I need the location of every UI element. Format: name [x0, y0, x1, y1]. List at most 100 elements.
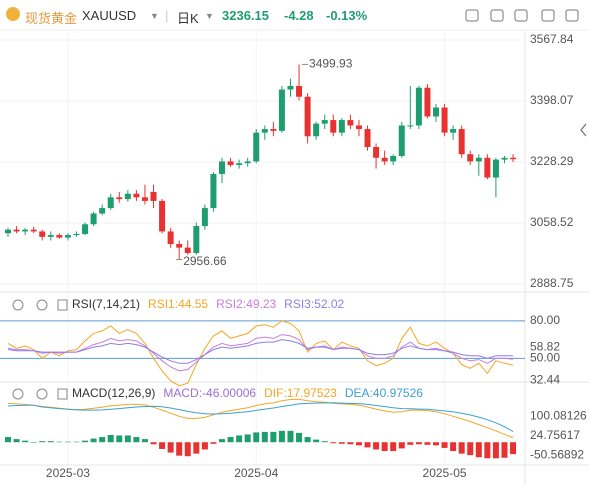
candle-body — [219, 161, 225, 174]
legend-name: RSI3 — [284, 297, 311, 311]
macd-bar — [124, 435, 131, 443]
candle-body — [261, 129, 268, 133]
toolbar-icon[interactable] — [541, 9, 555, 22]
y-tick-label: 3398.07 — [530, 93, 574, 107]
macd-bar — [296, 432, 303, 443]
macd-bar — [82, 440, 89, 443]
dropdown-arrow[interactable]: ▼ — [205, 11, 214, 21]
rsi-line — [7, 339, 513, 364]
checkbox-icon[interactable] — [57, 299, 68, 311]
macd-bar — [141, 439, 148, 443]
legend-value: -46.00006 — [202, 386, 256, 400]
eye-icon[interactable] — [12, 388, 24, 400]
checkbox-icon[interactable] — [57, 388, 68, 400]
candle-body — [296, 85, 303, 97]
candle-body — [355, 125, 362, 130]
gold-icon — [6, 7, 20, 21]
candle-body — [441, 107, 448, 133]
candle-body — [64, 235, 71, 238]
toolbar-icon[interactable] — [514, 9, 528, 22]
y-tick-label: 2888.75 — [530, 276, 574, 290]
macd-bar — [424, 442, 431, 445]
instrument-name[interactable]: 现货黄金 — [25, 11, 78, 26]
macd-bar — [22, 440, 29, 443]
level-label: 80.00 — [530, 313, 560, 327]
toolbar-icon[interactable] — [490, 9, 504, 22]
candle-body — [415, 87, 422, 126]
candle-body — [278, 89, 285, 131]
macd-bar — [433, 442, 439, 446]
legend-name: MACD — [163, 386, 199, 400]
macd-bar — [261, 431, 268, 443]
macd-bar — [287, 430, 294, 443]
period[interactable]: 日K — [177, 11, 199, 26]
x-tick-label: 2025-03 — [46, 466, 90, 480]
candle-body — [167, 231, 174, 245]
header: 现货黄金 XAUUSD ▼ | 日K ▼ 3236.15 -4.28 -0.13… — [0, 0, 589, 30]
candle-body — [475, 157, 482, 162]
y-tick-label: 32.44 — [530, 372, 560, 386]
macd-bar — [475, 442, 482, 458]
macd-bar — [107, 434, 114, 443]
macd-bar — [304, 437, 311, 443]
candle-body — [381, 157, 388, 162]
candle-body — [116, 197, 123, 200]
candle-body — [467, 154, 474, 162]
candle-body — [304, 96, 311, 137]
eye-icon[interactable] — [12, 299, 24, 311]
legend-colon: : — [311, 297, 314, 311]
macd-bar — [39, 441, 46, 443]
x-tick-label: 2025-04 — [234, 466, 278, 480]
candle-body — [450, 129, 457, 133]
candle-body — [176, 244, 183, 248]
candle-body — [501, 157, 508, 160]
rsi-line — [7, 320, 514, 387]
macd-bar — [510, 442, 517, 455]
macd-bar — [193, 442, 200, 454]
x-tick-label: 2025-05 — [423, 466, 467, 480]
candle-body — [184, 247, 191, 254]
settings-icon[interactable] — [36, 388, 48, 400]
macd-bar — [5, 437, 11, 443]
collapse-arrow[interactable] — [580, 123, 587, 137]
dropdown-arrow[interactable]: ▼ — [150, 11, 159, 21]
legend: MACD(12,26,9) MACD:-46.00006 DIF:17.97523 D… — [72, 386, 423, 400]
candle-body — [287, 85, 294, 90]
legend-name: DIF — [264, 386, 283, 400]
macd-bar — [210, 442, 217, 444]
candle-body — [270, 129, 277, 131]
legend-title: MACD(12,26,9) — [72, 386, 155, 400]
macd-bar — [347, 442, 354, 445]
macd-bar — [278, 430, 285, 443]
price-change-percent: -0.13% — [326, 8, 368, 23]
settings-icon[interactable] — [36, 299, 48, 311]
last-price: 3236.15 — [222, 8, 269, 23]
legend-value: 49.23 — [246, 297, 276, 311]
macd-bar — [73, 441, 80, 443]
macd-bar — [330, 442, 337, 444]
legend-colon: : — [199, 386, 202, 400]
macd-bar — [492, 442, 499, 459]
candle-body — [390, 155, 397, 162]
macd-bar — [381, 442, 388, 452]
legend-value: 52.02 — [314, 297, 344, 311]
macd-bar — [99, 437, 106, 443]
y-tick-label: 100.08126 — [530, 408, 587, 422]
legend-name: RSI1 — [148, 297, 175, 311]
macd-bar — [355, 442, 362, 446]
macd-bar — [201, 442, 208, 450]
legend-colon: : — [175, 297, 178, 311]
candle-body — [227, 161, 234, 165]
toolbar-icon[interactable] — [565, 9, 579, 22]
macd-bar — [56, 441, 63, 443]
macd-bar — [467, 442, 474, 456]
toolbar-icon[interactable] — [465, 9, 479, 22]
symbol[interactable]: XAUUSD — [82, 8, 137, 23]
candle-body — [141, 197, 148, 201]
rsi-line — [7, 334, 514, 372]
macd-bar — [227, 437, 234, 443]
y-tick-label: -50.56892 — [530, 447, 584, 461]
candle-body — [510, 157, 517, 160]
macd-bar — [338, 442, 345, 444]
macd-bar — [321, 441, 328, 443]
